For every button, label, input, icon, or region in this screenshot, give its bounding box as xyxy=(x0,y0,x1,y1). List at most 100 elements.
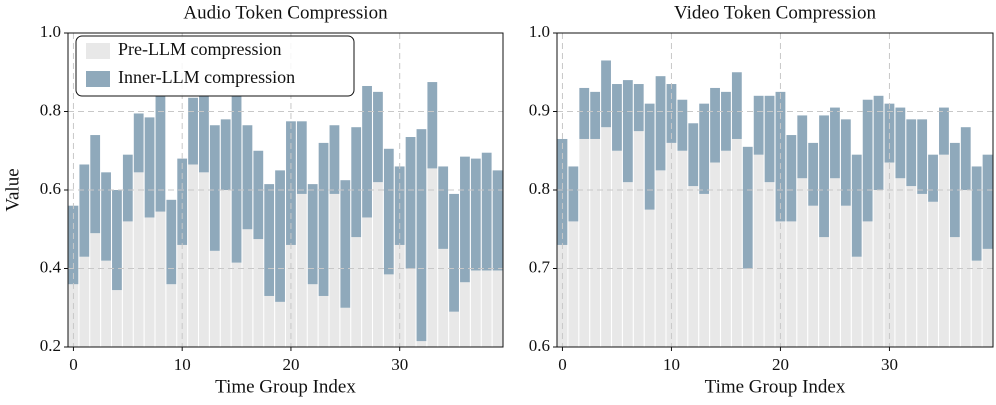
bar-segment xyxy=(655,76,666,171)
bar-segment xyxy=(612,150,622,347)
x-axis-label: Time Group Index xyxy=(705,376,846,397)
x-axis-label: Time Group Index xyxy=(215,376,356,397)
bar-segment xyxy=(568,166,579,222)
bar-segment xyxy=(470,158,481,271)
x-tick-label: 30 xyxy=(881,355,898,374)
bar-segment xyxy=(655,170,666,347)
y-tick-label: 0.6 xyxy=(529,336,550,355)
bar-segment xyxy=(275,170,285,302)
bar-segment xyxy=(199,172,209,347)
bar-segment xyxy=(786,221,797,347)
bar-segment xyxy=(427,82,438,169)
bar-segment xyxy=(579,138,590,347)
bar-segment xyxy=(362,217,372,347)
bar-segment xyxy=(427,168,438,347)
bar-segment xyxy=(928,154,938,202)
bar-segment xyxy=(351,127,362,238)
bar-segment xyxy=(862,99,873,222)
bar-segment xyxy=(753,95,764,155)
bar-segment xyxy=(470,270,481,347)
bar-segment xyxy=(982,248,993,347)
bar-segment xyxy=(133,113,144,173)
bar-segment xyxy=(231,95,242,263)
bar-segment xyxy=(764,95,775,183)
bar-segment xyxy=(819,237,829,347)
y-tick-label: 0.2 xyxy=(40,336,61,355)
bar-segment xyxy=(383,148,394,275)
bar-segment xyxy=(786,135,797,222)
bar-segment xyxy=(492,270,503,347)
bar-segment xyxy=(307,184,318,285)
bar-segment xyxy=(492,170,503,271)
bar-segment xyxy=(862,221,873,347)
bar-segment xyxy=(416,129,427,342)
bar-segment xyxy=(939,107,949,155)
bar-segment xyxy=(155,211,166,347)
bar-segment xyxy=(90,233,101,347)
bar-segment xyxy=(122,154,133,222)
bar-segment xyxy=(840,119,851,206)
bar-segment xyxy=(449,311,459,347)
bar-segment xyxy=(275,301,285,347)
bar-segment xyxy=(928,201,938,347)
bar-segment xyxy=(318,295,329,347)
bar-segment xyxy=(416,341,427,347)
bar-segment xyxy=(101,260,111,347)
x-tick-label: 0 xyxy=(558,355,567,374)
bar-segment xyxy=(917,193,928,347)
bar-segment xyxy=(112,190,122,291)
bar-segment xyxy=(79,164,90,257)
x-tick-label: 0 xyxy=(69,355,78,374)
bar-segment xyxy=(307,284,318,347)
bar-segment xyxy=(209,250,220,347)
bar-segment xyxy=(721,91,731,151)
x-tick-label: 20 xyxy=(282,355,299,374)
bar-segment xyxy=(133,172,144,347)
legend-label: Inner-LLM compression xyxy=(118,67,295,87)
x-tick-label: 20 xyxy=(772,355,789,374)
bar-segment xyxy=(340,307,351,347)
bar-segment xyxy=(90,135,101,234)
bar-segment xyxy=(731,138,742,347)
y-tick-label: 0.9 xyxy=(529,100,550,119)
bar-segment xyxy=(633,84,644,132)
bar-segment xyxy=(949,142,960,238)
bar-segment xyxy=(557,138,568,245)
bar-segment xyxy=(438,166,449,249)
bar-segment xyxy=(362,85,372,218)
bar-segment xyxy=(373,91,383,183)
bar-segment xyxy=(177,158,188,245)
bar-segment xyxy=(438,248,449,347)
x-tick-label: 30 xyxy=(391,355,408,374)
bar-segment xyxy=(112,290,122,347)
bar-segment xyxy=(731,72,742,139)
bar-segment xyxy=(340,180,351,308)
legend-label: Pre-LLM compression xyxy=(118,39,281,59)
bar-segment xyxy=(644,103,655,210)
bar-segment xyxy=(318,142,329,296)
bar-segment xyxy=(939,154,949,347)
bar-segment xyxy=(329,125,340,194)
bar-segment xyxy=(590,138,601,347)
bar-segment xyxy=(949,237,960,347)
legend-swatch xyxy=(86,71,110,87)
bar-segment xyxy=(231,262,242,347)
bar-segment xyxy=(166,199,177,285)
bar-segment xyxy=(155,95,166,212)
bar-segment xyxy=(688,123,699,187)
bar-segment xyxy=(830,107,840,179)
y-tick-label: 0.8 xyxy=(40,100,61,119)
bar-segment xyxy=(144,217,155,347)
bar-segment xyxy=(481,152,492,271)
bar-segment xyxy=(242,125,253,230)
bar-segment xyxy=(808,205,819,347)
chart-panel: Video Token Compression Time Group Index 0… xyxy=(529,2,994,397)
bar-segment xyxy=(906,119,917,187)
y-tick-label: 1.0 xyxy=(529,22,550,41)
bar-segment xyxy=(383,274,394,347)
bar-segment xyxy=(101,172,111,261)
bar-segment xyxy=(579,87,590,139)
bar-segment xyxy=(721,150,731,347)
bar-segment xyxy=(710,162,720,347)
